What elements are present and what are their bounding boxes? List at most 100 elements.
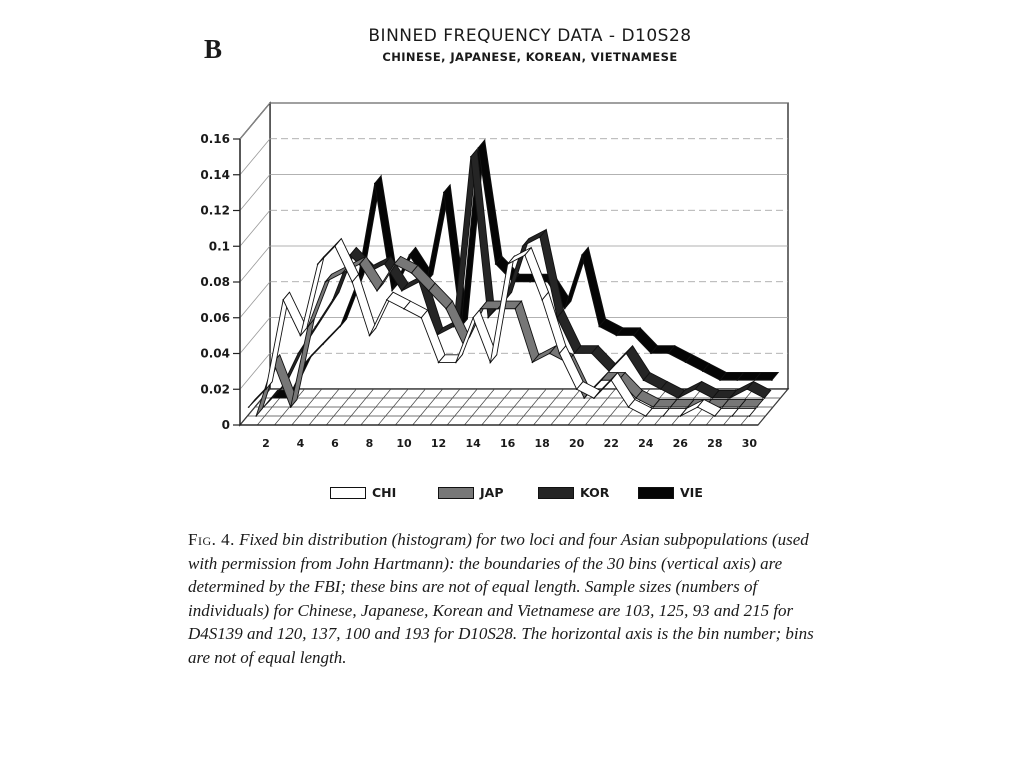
data-point-kor (314, 325, 317, 328)
data-point-vie (563, 307, 566, 310)
data-point-kor (521, 245, 524, 247)
data-point-chi (506, 263, 509, 265)
y-axis: 0 0.02 0.04 0.06 0.08 0.1 0.12 0.14 0.16 (200, 132, 241, 432)
data-point-vie (322, 343, 324, 346)
data-point-vie (581, 254, 583, 256)
x-tick-label: 16 (500, 437, 516, 450)
data-point-kor (383, 263, 386, 265)
x-tick-label: 2 (262, 437, 270, 450)
data-point-chi (575, 388, 578, 391)
data-point-vie (753, 379, 756, 381)
data-point-jap (669, 406, 672, 408)
legend-swatch-chi (330, 487, 366, 499)
data-point-jap (721, 406, 724, 408)
data-point-jap (635, 397, 637, 399)
y-tick-label: 0.02 (200, 382, 230, 396)
data-point-kor (400, 290, 403, 292)
data-point-kor (608, 370, 610, 373)
data-point-chi (420, 316, 423, 319)
legend-swatch-kor (538, 487, 574, 499)
legend-label-kor: KOR (580, 485, 610, 500)
data-point-chi (472, 316, 474, 319)
panel-label: B (204, 34, 223, 64)
data-point-vie (598, 325, 600, 328)
data-point-chi (316, 263, 319, 265)
legend-label-vie: VIE (680, 485, 703, 500)
data-point-jap (600, 379, 603, 382)
data-point-kor (539, 236, 541, 238)
y-tick-label: 0.06 (200, 311, 230, 325)
ribbon-segment-kor (746, 380, 772, 399)
data-point-jap (531, 361, 534, 364)
x-tick-label: 18 (535, 437, 550, 450)
figure-caption: Fig. 4. Fixed bin distribution (histogra… (188, 528, 828, 669)
data-point-chi (299, 334, 302, 337)
data-point-vie (494, 263, 497, 265)
data-point-jap (583, 397, 585, 399)
x-tick-label: 12 (431, 437, 446, 450)
data-point-chi (524, 254, 526, 256)
data-point-vie (339, 325, 342, 328)
data-point-kor (331, 298, 334, 301)
data-point-vie (702, 370, 704, 372)
data-point-vie (408, 254, 411, 256)
data-point-jap (358, 263, 361, 265)
data-point-kor (659, 388, 662, 390)
data-point-vie (667, 352, 670, 355)
data-point-vie (771, 379, 773, 381)
data-point-kor (746, 388, 748, 390)
data-point-jap (428, 290, 430, 292)
data-point-kor (470, 155, 472, 158)
data-point-vie (391, 289, 393, 292)
data-point-jap (738, 406, 741, 408)
data-point-jap (756, 406, 758, 408)
legend-label-jap: JAP (480, 485, 504, 500)
data-point-jap (514, 307, 516, 310)
data-point-kor (694, 388, 697, 390)
legend-label-chi: CHI (372, 485, 397, 500)
y-tick-label: 0 (222, 418, 230, 432)
data-point-chi (247, 406, 250, 408)
x-tick-label: 4 (297, 437, 305, 450)
side-gridline (239, 352, 271, 390)
data-point-chi (489, 361, 492, 364)
side-gridline (239, 281, 271, 319)
data-point-kor (763, 397, 766, 399)
data-point-vie (529, 281, 531, 283)
data-point-chi (679, 415, 682, 417)
data-point-vie (719, 379, 721, 381)
data-point-jap (479, 307, 482, 310)
x-tick-label: 20 (569, 437, 585, 450)
data-point-kor (711, 397, 714, 399)
caption-text: Fixed bin distribution (histogram) for t… (188, 530, 814, 667)
legend: CHI JAP KOR VIE (330, 485, 750, 505)
data-point-chi (351, 281, 354, 283)
data-point-vie (684, 361, 687, 364)
side-gridline (239, 138, 271, 176)
data-point-chi (731, 415, 733, 417)
y-tick-label: 0.16 (200, 132, 230, 146)
data-point-vie (477, 146, 480, 149)
caption-label: Fig. 4. (188, 530, 235, 549)
data-point-jap (324, 281, 327, 283)
data-point-chi (282, 299, 284, 301)
data-point-chi (368, 334, 371, 337)
x-tick-label: 8 (366, 437, 374, 450)
y-tick-label: 0.04 (200, 347, 230, 361)
x-tick-label: 22 (604, 437, 619, 450)
data-point-chi (662, 415, 664, 417)
data-point-chi (558, 352, 561, 355)
data-point-vie (650, 352, 652, 355)
series-ribbons (247, 138, 780, 417)
legend-swatch-jap (438, 487, 474, 499)
data-point-vie (373, 182, 376, 185)
ribbon-segment-vie (753, 372, 780, 381)
y-tick-label: 0.1 (209, 239, 230, 253)
data-point-jap (393, 263, 396, 265)
side-gridline (239, 245, 271, 283)
series-kor (262, 147, 772, 408)
data-point-jap (548, 352, 551, 355)
ribbon-segment-chi (731, 407, 757, 417)
data-point-kor (297, 352, 299, 355)
data-point-vie (443, 191, 445, 194)
